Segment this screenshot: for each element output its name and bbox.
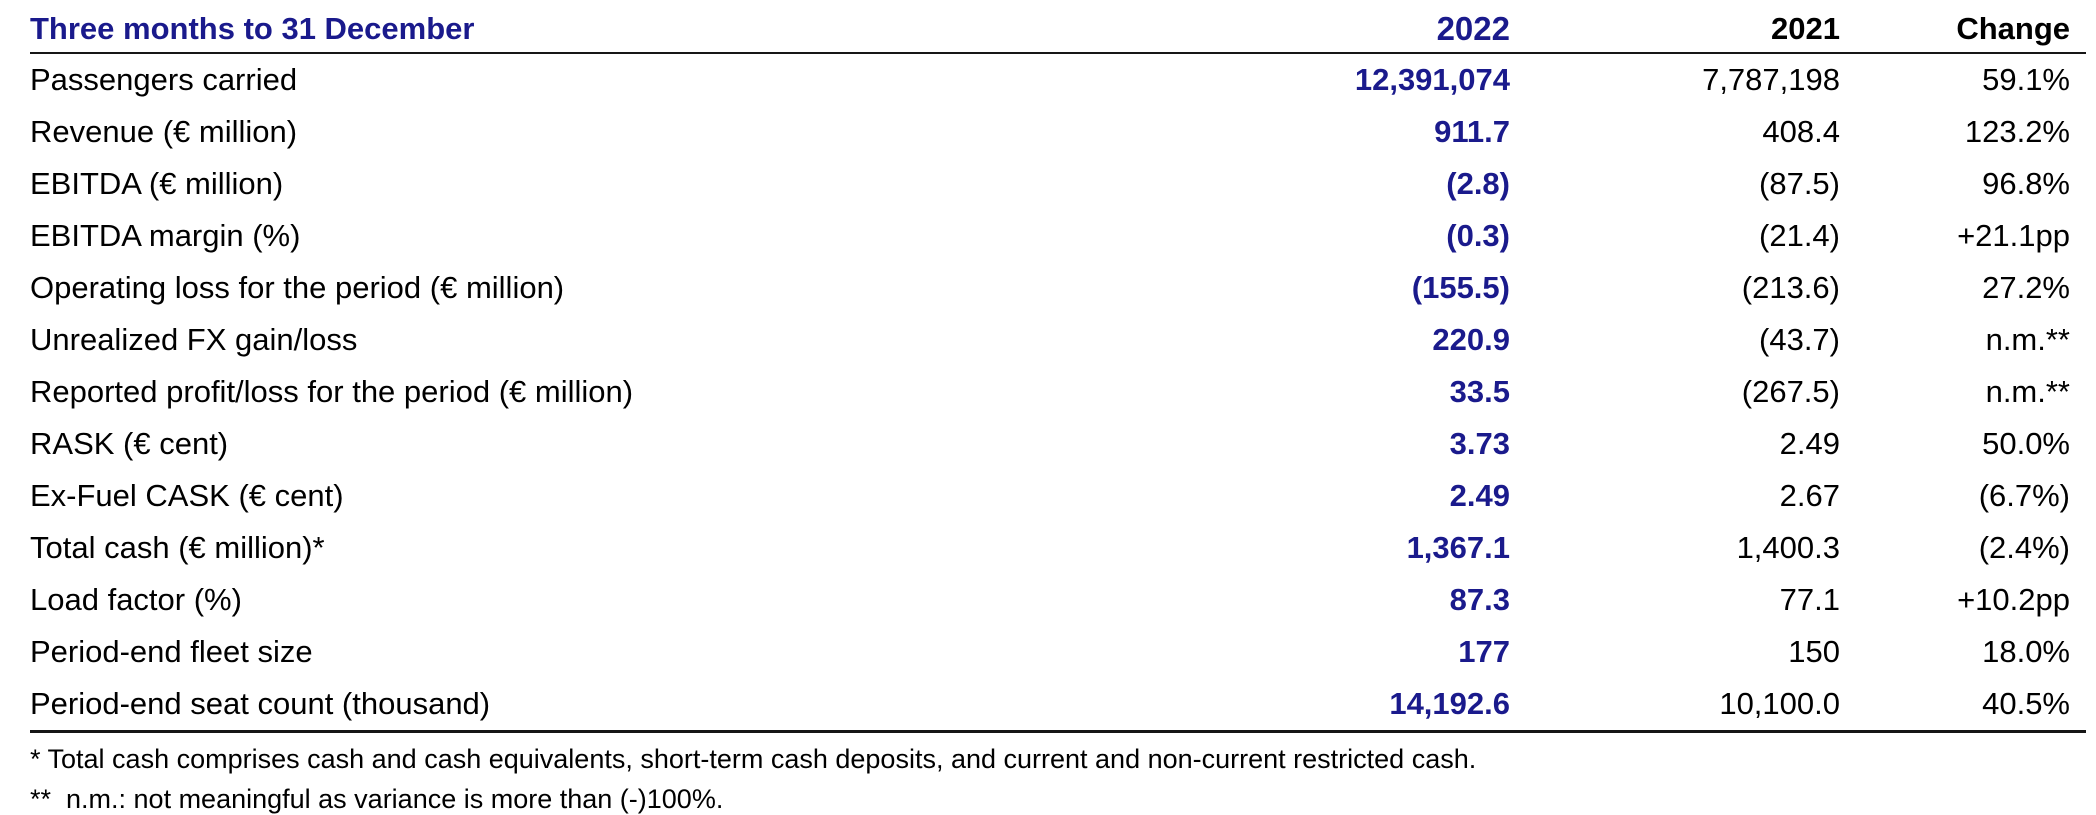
table-row: RASK (€ cent) 3.73 2.49 50.0% <box>30 418 2086 470</box>
table-title: Three months to 31 December <box>30 11 475 46</box>
cell-value-change: 96.8% <box>1982 166 2070 201</box>
cell-value-change: 123.2% <box>1964 114 2070 149</box>
cell-value-2022: 87.3 <box>1449 582 1510 617</box>
cell-metric-label: Load factor (%) <box>30 582 242 617</box>
cell-metric-label: EBITDA (€ million) <box>30 166 284 201</box>
cell-value-2022: 2.49 <box>1449 478 1510 513</box>
cell-value-2021: (213.6) <box>1741 270 1840 305</box>
cell-value-2022: 12,391,074 <box>1354 62 1510 97</box>
cell-metric-label: Revenue (€ million) <box>30 114 298 149</box>
cell-value-change: 59.1% <box>1982 62 2070 97</box>
cell-value-2021: 10,100.0 <box>1719 686 1840 721</box>
cell-value-change: 50.0% <box>1982 426 2070 461</box>
header-row: Three months to 31 December 2022 2021 Ch… <box>30 6 2086 53</box>
cell-value-change: (6.7%) <box>1978 478 2070 513</box>
column-header-2022: 2022 <box>1436 10 1510 47</box>
table-row: Reported profit/loss for the period (€ m… <box>30 366 2086 418</box>
cell-value-change: n.m.** <box>1985 374 2070 409</box>
cell-value-change: n.m.** <box>1985 322 2070 357</box>
cell-metric-label: Total cash (€ million)* <box>30 530 325 565</box>
cell-metric-label: Unrealized FX gain/loss <box>30 322 358 357</box>
cell-value-2021: 77.1 <box>1779 582 1840 617</box>
table-row: EBITDA margin (%) (0.3) (21.4) +21.1pp <box>30 210 2086 262</box>
cell-value-2021: 7,787,198 <box>1702 62 1840 97</box>
table-row: Passengers carried 12,391,074 7,787,198 59.… <box>30 53 2086 106</box>
table-row: Ex-Fuel CASK (€ cent) 2.49 2.67 (6.7%) <box>30 470 2086 522</box>
cell-metric-label: RASK (€ cent) <box>30 426 229 461</box>
footnote-not-meaningful: ** n.m.: not meaningful as variance is m… <box>30 784 724 814</box>
cell-value-2021: 150 <box>1788 634 1840 669</box>
table-row: Load factor (%) 87.3 77.1 +10.2pp <box>30 574 2086 626</box>
footnote-total-cash: * Total cash comprises cash and cash equ… <box>30 744 1477 774</box>
column-header-2021: 2021 <box>1771 11 1840 46</box>
cell-metric-label: Period-end fleet size <box>30 634 313 669</box>
cell-value-2022: 1,367.1 <box>1406 530 1510 565</box>
cell-metric-label: Passengers carried <box>30 62 298 97</box>
cell-value-2021: (43.7) <box>1759 322 1840 357</box>
quarterly-results-table: Three months to 31 December 2022 2021 Ch… <box>30 6 2086 733</box>
cell-value-2022: 911.7 <box>1434 114 1510 149</box>
cell-value-2022: (0.3) <box>1446 218 1510 253</box>
table-row: Operating loss for the period (€ million… <box>30 262 2086 314</box>
table-row: Total cash (€ million)* 1,367.1 1,400.3 (2.… <box>30 522 2086 574</box>
table-row: Revenue (€ million) 911.7 408.4 123.2% <box>30 106 2086 158</box>
cell-value-change: +10.2pp <box>1957 582 2070 617</box>
cell-value-2022: 14,192.6 <box>1389 686 1510 721</box>
cell-value-change: 40.5% <box>1982 686 2070 721</box>
footnotes: * Total cash comprises cash and cash equ… <box>30 739 2070 815</box>
table-row: Period-end seat count (thousand) 14,192.6… <box>30 678 2086 732</box>
table-row: Unrealized FX gain/loss 220.9 (43.7) n.m.** <box>30 314 2086 366</box>
cell-metric-label: EBITDA margin (%) <box>30 218 301 253</box>
cell-metric-label: Ex-Fuel CASK (€ cent) <box>30 478 344 513</box>
cell-value-2021: (267.5) <box>1741 374 1840 409</box>
cell-value-2021: (21.4) <box>1759 218 1840 253</box>
cell-metric-label: Operating loss for the period (€ million… <box>30 270 565 305</box>
cell-value-2021: 408.4 <box>1762 114 1840 149</box>
cell-value-change: +21.1pp <box>1957 218 2070 253</box>
cell-value-2021: 2.49 <box>1779 426 1840 461</box>
cell-value-2021: 1,400.3 <box>1736 530 1840 565</box>
table-row: EBITDA (€ million) (2.8) (87.5) 96.8% <box>30 158 2086 210</box>
cell-metric-label: Reported profit/loss for the period (€ m… <box>30 374 634 409</box>
cell-value-change: (2.4%) <box>1978 530 2070 565</box>
cell-value-2022: 177 <box>1458 634 1510 669</box>
cell-metric-label: Period-end seat count (thousand) <box>30 686 491 721</box>
cell-value-2022: 3.73 <box>1449 426 1510 461</box>
cell-value-2022: 220.9 <box>1432 322 1510 357</box>
cell-value-change: 27.2% <box>1982 270 2070 305</box>
table-body: Passengers carried 12,391,074 7,787,198 59.… <box>30 53 2086 732</box>
cell-value-2021: 2.67 <box>1779 478 1840 513</box>
table-row: Period-end fleet size 177 150 18.0% <box>30 626 2086 678</box>
cell-value-2022: (155.5) <box>1411 270 1510 305</box>
column-header-change: Change <box>1956 11 2070 46</box>
cell-value-2022: (2.8) <box>1446 166 1510 201</box>
cell-value-2022: 33.5 <box>1449 374 1510 409</box>
cell-value-change: 18.0% <box>1982 634 2070 669</box>
cell-value-2021: (87.5) <box>1759 166 1840 201</box>
